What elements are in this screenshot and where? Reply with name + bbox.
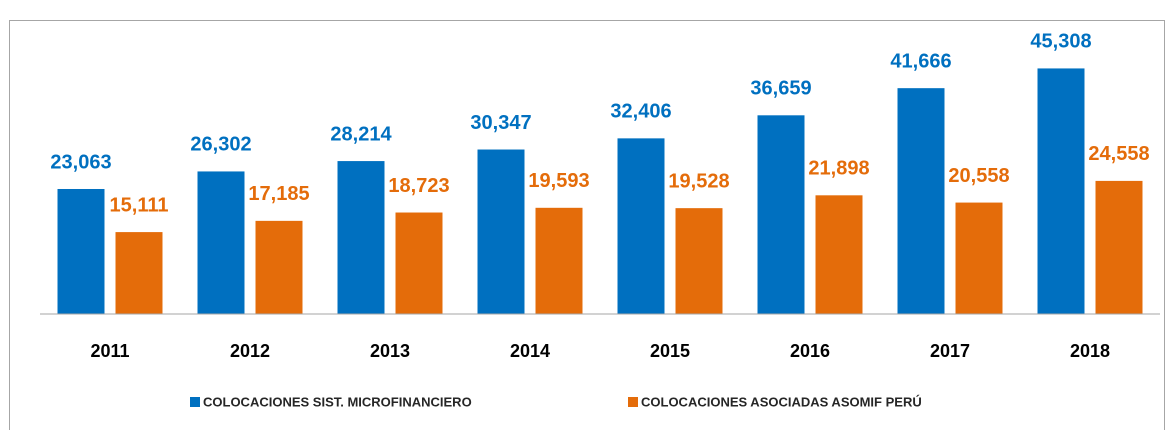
- legend-swatch: [190, 397, 200, 407]
- bar: [337, 161, 385, 314]
- legend-swatch: [628, 397, 638, 407]
- frame: [9, 20, 1165, 430]
- legend-label: COLOCACIONES ASOCIADAS ASOMIF PERÚ: [641, 394, 922, 409]
- x-tick-label: 2012: [230, 341, 270, 361]
- data-label: 18,723: [388, 175, 449, 197]
- x-tick-label: 2014: [510, 341, 550, 361]
- x-tick-label: 2018: [1070, 341, 1110, 361]
- bar: [815, 195, 863, 314]
- data-label: 23,063: [50, 151, 111, 173]
- bar: [1037, 68, 1085, 315]
- data-label: 45,308: [1030, 31, 1091, 53]
- legend-label: COLOCACIONES SIST. MICROFINANCIERO: [203, 394, 472, 409]
- bar: [617, 138, 665, 314]
- x-tick-label: 2011: [90, 341, 129, 361]
- data-label: 30,347: [470, 112, 531, 134]
- data-label: 19,593: [528, 170, 589, 192]
- data-label: 32,406: [610, 101, 671, 123]
- bar: [115, 232, 163, 314]
- x-tick-label: 2015: [650, 341, 690, 361]
- bar: [57, 188, 105, 314]
- bar: [255, 220, 303, 314]
- x-tick-label: 2013: [370, 341, 410, 361]
- data-label: 15,111: [110, 194, 169, 216]
- data-label: 19,528: [668, 170, 729, 192]
- bar: [897, 88, 945, 314]
- bar: [535, 207, 583, 314]
- data-label: 17,185: [248, 183, 309, 205]
- data-label: 21,898: [808, 158, 869, 180]
- bar: [955, 202, 1003, 314]
- bar: [395, 212, 443, 314]
- x-tick-label: 2017: [930, 341, 970, 361]
- bar: [757, 115, 805, 314]
- bar: [1095, 180, 1143, 314]
- bar: [477, 149, 525, 314]
- data-label: 28,214: [330, 123, 392, 145]
- data-label: 26,302: [190, 134, 251, 156]
- bar: [197, 171, 245, 314]
- data-label: 20,558: [948, 165, 1009, 187]
- data-label: 24,558: [1088, 143, 1149, 165]
- data-label: 36,659: [750, 78, 811, 100]
- bar: [675, 208, 723, 314]
- x-tick-label: 2016: [790, 341, 830, 361]
- data-label: 41,666: [890, 50, 951, 72]
